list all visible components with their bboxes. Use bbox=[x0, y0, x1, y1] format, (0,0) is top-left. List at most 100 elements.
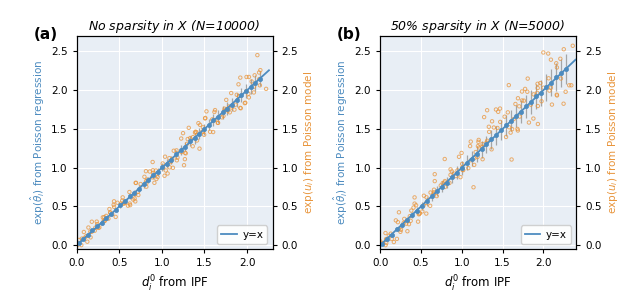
Point bbox=[513, 128, 523, 133]
Point bbox=[456, 175, 466, 180]
Point bbox=[200, 116, 210, 121]
Point bbox=[524, 120, 534, 125]
Point bbox=[495, 106, 505, 111]
Point bbox=[470, 150, 481, 154]
Point bbox=[477, 157, 488, 162]
Point bbox=[124, 190, 134, 194]
Point bbox=[176, 136, 186, 141]
Legend: y=x: y=x bbox=[217, 226, 268, 244]
Point bbox=[141, 181, 151, 186]
Point bbox=[246, 79, 257, 84]
Point bbox=[473, 144, 483, 148]
Point bbox=[198, 129, 209, 134]
Point bbox=[105, 210, 115, 215]
Point bbox=[178, 131, 188, 136]
Point bbox=[166, 158, 176, 163]
Point bbox=[457, 161, 467, 166]
Point bbox=[509, 117, 519, 122]
Point bbox=[410, 201, 420, 206]
Point bbox=[92, 219, 102, 224]
Point bbox=[507, 127, 517, 131]
Point bbox=[404, 222, 414, 226]
Point bbox=[492, 126, 502, 130]
Point bbox=[568, 44, 578, 48]
Point bbox=[106, 210, 116, 215]
Point bbox=[99, 215, 109, 220]
Point bbox=[123, 203, 133, 208]
Point bbox=[525, 102, 536, 107]
Point bbox=[200, 116, 211, 120]
Point bbox=[93, 226, 104, 230]
Point bbox=[164, 156, 175, 161]
Point bbox=[254, 77, 264, 82]
Point bbox=[72, 242, 82, 247]
Point bbox=[118, 195, 128, 200]
Point bbox=[543, 51, 554, 56]
y=x bbox=[388, 232, 396, 236]
Point bbox=[414, 211, 424, 216]
Point bbox=[566, 83, 577, 88]
Point bbox=[377, 241, 387, 246]
Point bbox=[406, 208, 417, 213]
Point bbox=[564, 83, 574, 88]
Point bbox=[255, 68, 266, 73]
Point bbox=[380, 231, 390, 236]
Point bbox=[457, 165, 467, 170]
y=x bbox=[109, 211, 116, 214]
Point bbox=[538, 50, 548, 55]
Point bbox=[180, 151, 191, 156]
Point bbox=[410, 195, 420, 200]
Point bbox=[234, 94, 244, 99]
Point bbox=[191, 129, 201, 134]
Point bbox=[163, 171, 173, 176]
Point bbox=[552, 65, 562, 70]
Point bbox=[559, 101, 569, 106]
y=x bbox=[265, 68, 273, 72]
Point bbox=[436, 183, 446, 188]
Point bbox=[236, 106, 246, 111]
Title: No sparsity in $X$ ($N$=10000): No sparsity in $X$ ($N$=10000) bbox=[88, 18, 261, 35]
Point bbox=[131, 180, 141, 185]
X-axis label: $d_i^0$ from IPF: $d_i^0$ from IPF bbox=[141, 274, 209, 294]
Point bbox=[561, 89, 571, 94]
Point bbox=[482, 138, 492, 143]
Point bbox=[74, 238, 84, 242]
Point bbox=[532, 122, 543, 126]
Point bbox=[399, 217, 410, 221]
Point bbox=[431, 194, 442, 199]
Point bbox=[466, 158, 476, 163]
Y-axis label: $\exp(\hat{\theta}_i)$ from Poisson regression: $\exp(\hat{\theta}_i)$ from Poisson regr… bbox=[332, 60, 351, 225]
Point bbox=[551, 61, 561, 66]
Point bbox=[86, 230, 97, 234]
Point bbox=[244, 75, 254, 80]
Point bbox=[489, 125, 499, 130]
Point bbox=[141, 169, 151, 174]
Point bbox=[85, 229, 95, 234]
Point bbox=[159, 173, 170, 178]
Point bbox=[532, 85, 543, 90]
Point bbox=[221, 98, 232, 102]
Point bbox=[83, 225, 93, 230]
Point bbox=[532, 91, 542, 95]
Point bbox=[386, 231, 396, 236]
y=x bbox=[249, 83, 257, 87]
Point bbox=[387, 237, 397, 242]
Point bbox=[463, 166, 474, 170]
Point bbox=[545, 88, 555, 93]
Point bbox=[393, 220, 403, 225]
Point bbox=[217, 115, 227, 120]
Point bbox=[161, 168, 171, 173]
Point bbox=[449, 171, 460, 176]
Point bbox=[403, 229, 413, 234]
Point bbox=[445, 172, 456, 177]
Point bbox=[166, 160, 176, 164]
Point bbox=[419, 203, 429, 208]
Point bbox=[111, 214, 121, 219]
Line: y=x: y=x bbox=[77, 70, 269, 245]
Point bbox=[177, 150, 187, 154]
Point bbox=[546, 85, 556, 90]
Point bbox=[456, 151, 467, 155]
Point bbox=[506, 130, 516, 135]
Point bbox=[522, 89, 532, 94]
Point bbox=[394, 210, 404, 215]
